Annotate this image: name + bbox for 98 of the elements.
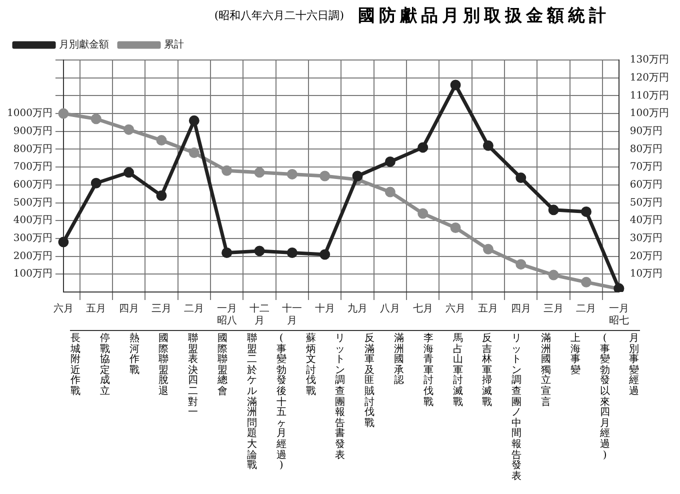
y2-tick-label: 40万円 <box>630 215 663 226</box>
y2-tick-label: 80万円 <box>630 144 663 155</box>
point <box>286 168 298 180</box>
point <box>320 170 330 182</box>
point <box>188 148 200 158</box>
point <box>384 156 396 167</box>
legend-label: 月別獻金額 <box>59 38 109 51</box>
y2-tick-label: 110万円 <box>630 90 670 102</box>
y-tick-label: 900万円 <box>13 126 52 137</box>
y2-tick-label: 20万円 <box>630 250 663 262</box>
point <box>90 114 102 124</box>
point <box>188 115 200 126</box>
text: 長城附近作戰 <box>70 333 81 398</box>
chart-subtitle: (昭和八年六月二十六日調) <box>214 8 344 22</box>
point <box>548 204 559 216</box>
y-tick-label: 100万円 <box>13 268 52 280</box>
x-tick-label: 七月 <box>412 302 433 315</box>
text: (事變勃發後十五ヶ月經過) <box>276 333 286 472</box>
y2-tick-label: 50万円 <box>630 197 663 208</box>
y2-tick-label: 60万円 <box>630 180 663 191</box>
chart-title: 國防獻品月別取扱金額統計 <box>358 4 610 26</box>
point <box>286 247 298 258</box>
point <box>156 135 167 146</box>
text: 滿洲國獨立宣言 <box>540 333 552 408</box>
x-tick-label: 二月 <box>184 304 204 315</box>
point <box>124 124 134 135</box>
y-tick-label: 300万円 <box>13 233 52 244</box>
x-tick-label: 六月 <box>53 302 74 315</box>
x-tick-label: 三月 <box>544 304 564 315</box>
text: 李海青軍討伐戰 <box>422 333 434 408</box>
x-tick-label: 四月 <box>118 304 139 315</box>
y2-tick-label: 100万円 <box>630 108 670 120</box>
x-tick-label: 八月 <box>380 304 400 315</box>
x-tick-label: 二月 <box>576 304 596 315</box>
y2-tick-label: 70万円 <box>630 162 663 173</box>
point <box>580 206 592 217</box>
point <box>580 276 592 288</box>
point <box>90 178 102 188</box>
y2-tick-label: 90万円 <box>630 126 663 137</box>
x-tick-label: 三月 <box>151 304 172 315</box>
point <box>222 165 232 176</box>
x-tick-label: 一月昭七 <box>608 304 629 327</box>
x-tick-label: 十月 <box>314 302 335 315</box>
point <box>548 270 559 280</box>
text: 國際聯盟脫退 <box>158 333 170 398</box>
text: 熱河作戰 <box>128 333 140 376</box>
x-tick-label: 十二月 <box>249 302 270 327</box>
text: 停戰協定成立 <box>99 333 110 398</box>
text: 反吉林軍掃滅戰 <box>482 333 493 408</box>
text: リットン調查團報告書發表 <box>335 333 346 461</box>
text: 蘇炳文討伐戰 <box>305 333 316 398</box>
point <box>450 222 461 234</box>
text: 馬占山軍討滅戰 <box>452 333 464 408</box>
point <box>418 142 428 153</box>
point <box>320 249 330 260</box>
point <box>58 236 69 248</box>
x-tick-label: 六月 <box>446 302 466 315</box>
y-tick-label: 700万円 <box>13 162 52 173</box>
text: (事變勃發以來四月經過) <box>600 333 610 461</box>
point <box>516 259 526 270</box>
point <box>482 244 494 254</box>
point <box>482 140 494 151</box>
point <box>384 186 396 198</box>
x-tick-label: 十一月 <box>282 302 302 327</box>
text: 月別事變經過 <box>628 333 640 398</box>
point <box>254 246 265 256</box>
y-tick-label: 400万円 <box>13 215 52 226</box>
x-tick-label: 四月 <box>510 304 531 315</box>
x-tick-label: 九月 <box>348 302 368 315</box>
y-tick-label: 1000万円 <box>6 108 52 120</box>
point <box>352 170 363 182</box>
text: リットン調查團ノ中間報告發表 <box>512 333 522 482</box>
y-tick-label: 200万円 <box>13 250 52 262</box>
point <box>516 172 526 184</box>
text: 聯盟表決四二對一 <box>188 333 199 419</box>
point <box>450 80 461 90</box>
point <box>156 190 167 201</box>
text: 國際聯盟總會 <box>217 333 228 398</box>
x-tick-label: 五月 <box>86 304 106 315</box>
x-tick-label: 五月 <box>478 304 498 315</box>
point <box>58 108 69 119</box>
text: 反滿軍及匪賊討伐戰 <box>364 333 375 429</box>
y2-tick-label: 10万円 <box>630 268 663 280</box>
y-tick-label: 600万円 <box>13 180 52 191</box>
y-tick-label: 800万円 <box>13 144 52 155</box>
point <box>418 208 428 219</box>
text: 滿洲國承認 <box>393 333 404 387</box>
y-tick-label: 500万円 <box>13 197 52 208</box>
x-tick-label: 一月昭八 <box>216 304 237 327</box>
point <box>124 167 134 178</box>
point <box>222 247 232 258</box>
y2-tick-label: 130万円 <box>630 54 670 66</box>
y2-tick-label: 120万円 <box>630 72 670 84</box>
point <box>254 167 265 178</box>
legend-label: 累計 <box>164 38 184 51</box>
text: 聯盟二於ケル滿洲問題大論戰 <box>246 333 257 472</box>
text: 上海事變 <box>570 333 581 376</box>
y2-tick-label: 30万円 <box>630 233 663 244</box>
